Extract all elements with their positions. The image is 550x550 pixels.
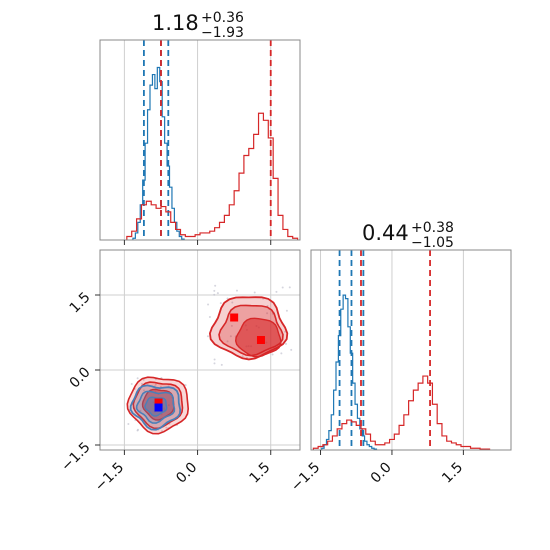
- y-tick-label: −1.5: [58, 439, 93, 474]
- scatter-point: [213, 293, 216, 296]
- title-param2-minus: −1.05: [411, 235, 454, 251]
- title-param2: 0.44 +0.38 −1.05: [362, 220, 454, 251]
- panel-frame: [310, 249, 512, 451]
- scatter-points: [127, 284, 293, 433]
- scatter-point: [136, 429, 139, 432]
- title-param2-median: 0.44: [362, 221, 409, 245]
- scatter-point: [285, 342, 288, 345]
- y-tick-label: 1.5: [67, 289, 94, 316]
- scatter-point: [208, 315, 211, 318]
- title-param1-median: 1.18: [152, 11, 199, 35]
- histogram-param2-panel: −1.5 0.0 1.5: [288, 249, 512, 495]
- histogram-series: [312, 375, 491, 450]
- scatter-point: [154, 383, 157, 386]
- x-tick-label: −1.5: [288, 460, 323, 495]
- title-param1-minus: −1.93: [201, 25, 244, 41]
- scatter-point: [229, 335, 232, 338]
- scatter-point: [281, 286, 284, 289]
- scatter-point: [213, 362, 216, 365]
- panel-frame: [99, 39, 301, 241]
- scatter-point: [226, 340, 229, 343]
- histogram-series: [126, 112, 299, 240]
- panel-frame: [99, 249, 301, 451]
- histogram-series: [321, 294, 378, 450]
- histogram-param1-panel: [99, 39, 301, 245]
- scatter-point: [275, 290, 278, 293]
- scatter-point: [266, 312, 269, 315]
- x-tick-label: 1.5: [439, 460, 466, 487]
- x-tick-label: 0.0: [173, 460, 200, 487]
- scatter-point: [271, 353, 274, 356]
- scatter-point: [213, 289, 216, 292]
- joint-density-panel: −1.5 0.0 1.5 −1.5 0.0 1.5: [58, 249, 301, 495]
- panel-background: [100, 40, 300, 240]
- scatter-point: [290, 348, 293, 351]
- scatter-point: [184, 384, 187, 387]
- red-marker: [256, 336, 265, 344]
- scatter-point: [207, 303, 210, 306]
- x-tick-label: 0.0: [368, 460, 395, 487]
- scatter-point: [241, 355, 244, 358]
- scatter-point: [136, 377, 139, 380]
- scatter-point: [213, 358, 216, 361]
- scatter-point: [231, 301, 234, 304]
- scatter-point: [230, 324, 233, 327]
- red-marker: [230, 313, 239, 322]
- scatter-point: [253, 291, 256, 294]
- scatter-point: [220, 363, 223, 366]
- title-param2-plus: +0.38: [411, 220, 454, 236]
- scatter-point: [142, 389, 145, 392]
- blue-marker: [154, 403, 163, 412]
- red-marker: [154, 398, 163, 407]
- panel-background: [311, 250, 511, 450]
- scatter-point: [206, 335, 209, 338]
- scatter-point: [288, 286, 291, 289]
- scatter-point: [280, 352, 283, 355]
- scatter-point: [140, 382, 143, 385]
- x-tick-label: −1.5: [92, 460, 127, 495]
- scatter-point: [235, 289, 238, 292]
- scatter-point: [130, 383, 133, 386]
- scatter-point: [142, 378, 145, 381]
- title-param1-plus: +0.36: [201, 10, 244, 26]
- y-tick-label: 0.0: [67, 364, 94, 391]
- histogram-series: [132, 66, 185, 240]
- title-param1: 1.18 +0.36 −1.93: [152, 10, 244, 41]
- scatter-point: [219, 302, 222, 305]
- x-tick-label: 1.5: [247, 460, 274, 487]
- scatter-point: [226, 297, 229, 300]
- scatter-point: [216, 292, 219, 295]
- scatter-point: [214, 284, 217, 287]
- scatter-point: [165, 426, 168, 429]
- scatter-point: [127, 423, 130, 426]
- scatter-point: [285, 309, 288, 312]
